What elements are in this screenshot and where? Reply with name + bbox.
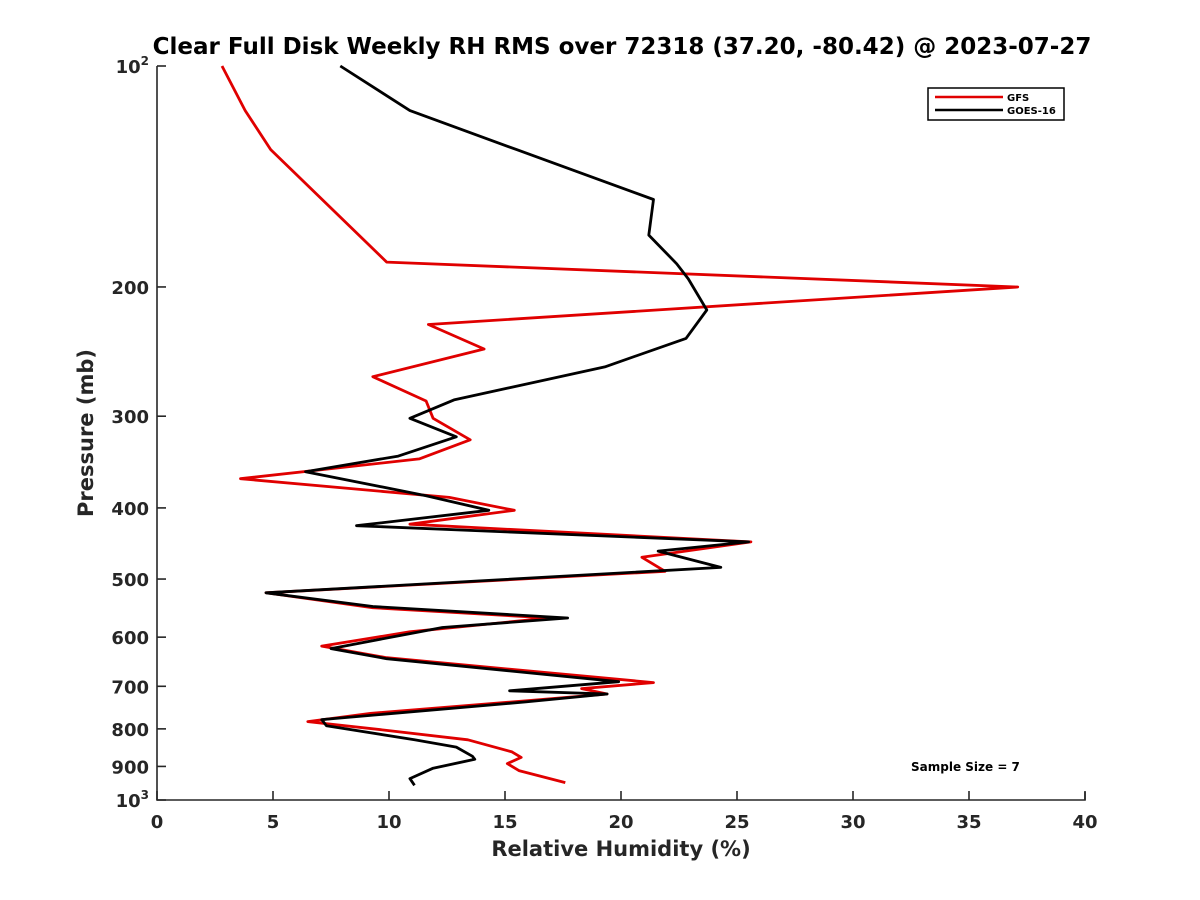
legend-label-gfs: GFS xyxy=(1007,93,1029,104)
y-tick-label: 700 xyxy=(111,677,149,698)
x-tick-label: 0 xyxy=(151,812,164,833)
x-tick-label: 40 xyxy=(1072,812,1097,833)
chart-title: Clear Full Disk Weekly RH RMS over 72318… xyxy=(153,34,1092,60)
y-tick-label: 600 xyxy=(111,628,149,649)
series-layer xyxy=(220,64,1020,787)
x-axis-label: Relative Humidity (%) xyxy=(491,837,750,861)
x-tick-label: 25 xyxy=(724,812,749,833)
legend-label-goes16: GOES-16 xyxy=(1007,106,1056,117)
y-tick-label: 400 xyxy=(111,499,149,520)
y-axis-label: Pressure (mb) xyxy=(74,349,98,517)
y-tick-label: 500 xyxy=(111,570,149,591)
y-tick-label: 200 xyxy=(111,278,149,299)
y-tick-label: 800 xyxy=(111,720,149,741)
x-tick-label: 15 xyxy=(492,812,517,833)
series-line-goes16 xyxy=(264,64,750,787)
legend-box xyxy=(927,87,1065,121)
x-axis-ticks: 0 5 10 15 20 25 30 35 40 xyxy=(151,791,1098,833)
y-tick-label: 300 xyxy=(111,407,149,428)
sample-size-annotation: Sample Size = 7 xyxy=(911,760,1020,774)
y-tick-label: 900 xyxy=(111,757,149,778)
x-tick-label: 10 xyxy=(376,812,401,833)
x-tick-label: 20 xyxy=(608,812,633,833)
x-tick-label: 30 xyxy=(840,812,865,833)
legend: GFS GOES-16 xyxy=(927,87,1065,121)
x-tick-label: 35 xyxy=(956,812,981,833)
x-tick-label: 5 xyxy=(267,812,280,833)
